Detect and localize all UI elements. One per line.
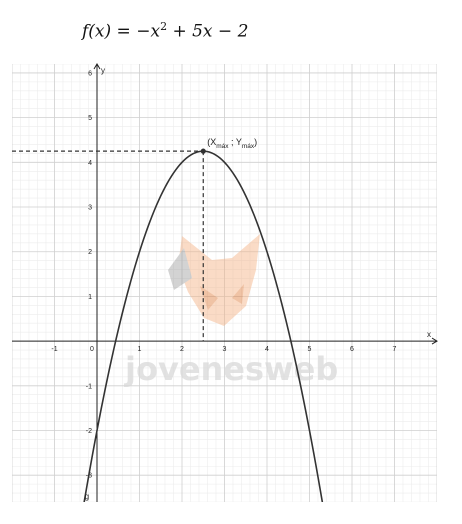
y-tick-label: 5 <box>88 115 92 122</box>
y-tick-label: 1 <box>88 294 92 301</box>
y-tick-label: 6 <box>88 70 92 77</box>
y-tick-label: 4 <box>88 160 92 167</box>
y-axis-arrow <box>93 63 101 70</box>
formula-equals: = <box>111 21 137 42</box>
y-tick-label: -2 <box>86 428 92 435</box>
x-tick-label: 6 <box>350 346 354 353</box>
function-formula: f(x) = −x2 + 5x − 2 <box>82 20 248 42</box>
formula-term-1: −x <box>136 21 161 42</box>
x-tick-label: 4 <box>265 346 269 353</box>
vertex-label: (Xmáx ; Ymáx) <box>207 137 257 150</box>
vertex-guides <box>12 150 204 342</box>
formula-term-2: + 5x − 2 <box>167 21 249 42</box>
watermark-logo <box>168 234 260 326</box>
x-tick-label: 0 <box>90 346 94 353</box>
x-tick-label: 2 <box>180 346 184 353</box>
x-tick-label: 3 <box>223 346 227 353</box>
formula-lhs: f(x) <box>82 21 112 42</box>
vertex-label-text: (X <box>207 137 216 147</box>
x-tick-label: 5 <box>308 346 312 353</box>
y-tick-label: 2 <box>88 249 92 256</box>
vertex-label-text: ; Y <box>229 137 242 147</box>
y-axis-label: y <box>101 66 105 75</box>
watermark-text: jovenesweb <box>123 350 338 388</box>
y-tick-label: -1 <box>86 383 92 390</box>
x-tick-labels: -1 0 1 2 3 4 5 6 7 <box>51 346 396 353</box>
curve-label: g <box>85 492 89 501</box>
x-axis-label: x <box>427 330 431 339</box>
vertex-label-text: ) <box>254 137 257 147</box>
vertex-label-subscript: máx <box>216 143 229 150</box>
vertex-label-subscript: máx <box>242 143 255 150</box>
x-tick-label: 1 <box>138 346 142 353</box>
y-tick-label: 3 <box>88 205 92 212</box>
formula-exponent: 2 <box>160 20 168 33</box>
vertex-point <box>200 148 206 154</box>
parabola-curve <box>83 150 324 502</box>
x-tick-label: 7 <box>393 346 397 353</box>
x-tick-label: -1 <box>51 346 57 353</box>
x-axis-arrow <box>431 337 438 345</box>
